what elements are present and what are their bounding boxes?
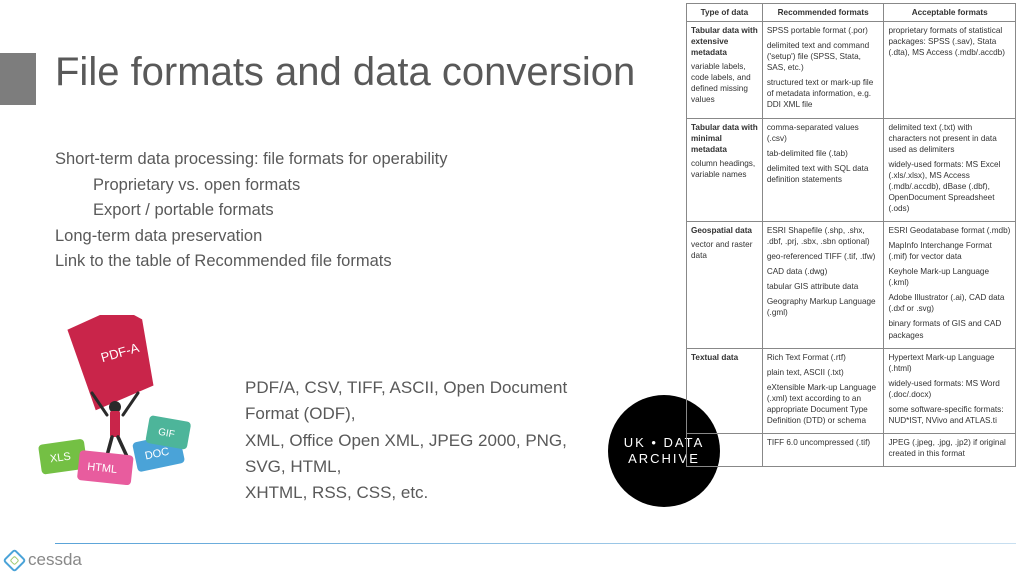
footer-divider [55, 543, 1016, 544]
body-line: Link to the table of Recommended file fo… [55, 249, 448, 275]
cessda-text: cessda [28, 550, 82, 570]
table-cell: ESRI Shapefile (.shp, .shx, .dbf, .prj, … [762, 222, 884, 349]
body-line: Short-term data processing: file formats… [55, 147, 448, 173]
table-cell: SPSS portable format (.por)delimited tex… [762, 22, 884, 118]
body-line: Export / portable formats [93, 198, 448, 224]
file-formats-illustration: PDF-A XLS HTML DOC GIF [30, 315, 230, 485]
table-cell: JPEG (.jpeg, .jpg, .jp2) if original cre… [884, 433, 1016, 466]
formats-line: XHTML, RSS, CSS, etc. [245, 480, 575, 506]
table-cell: delimited text (.txt) with characters no… [884, 118, 1016, 222]
formats-line: PDF/A, CSV, TIFF, ASCII, Open Document F… [245, 375, 575, 428]
table-cell: Hypertext Mark-up Language (.html)widely… [884, 348, 1016, 433]
table-cell: proprietary formats of statistical packa… [884, 22, 1016, 118]
cessda-icon [2, 548, 26, 572]
table-header: Recommended formats [762, 4, 884, 22]
formats-list: PDF/A, CSV, TIFF, ASCII, Open Document F… [245, 375, 575, 507]
cessda-logo: cessda [6, 550, 82, 570]
table-cell: ESRI Geodatabase format (.mdb)MapInfo In… [884, 222, 1016, 349]
table-rowhead: Tabular data with minimal metadatacolumn… [687, 118, 763, 222]
body-line: Proprietary vs. open formats [93, 173, 448, 199]
table-header: Acceptable formats [884, 4, 1016, 22]
formats-line: XML, Office Open XML, JPEG 2000, PNG, SV… [245, 428, 575, 481]
table-cell: Rich Text Format (.rtf)plain text, ASCII… [762, 348, 884, 433]
table-header: Type of data [687, 4, 763, 22]
body-line: Long-term data preservation [55, 224, 448, 250]
page-title: File formats and data conversion [55, 50, 635, 95]
table-rowhead [687, 433, 763, 466]
table-rowhead: Textual data [687, 348, 763, 433]
table-rowhead: Tabular data with extensive metadatavari… [687, 22, 763, 118]
body-text: Short-term data processing: file formats… [55, 147, 448, 275]
accent-bar [0, 53, 36, 105]
table-cell: comma-separated values (.csv)tab-delimit… [762, 118, 884, 222]
table-cell: TIFF 6.0 uncompressed (.tif) [762, 433, 884, 466]
formats-table: Type of data Recommended formats Accepta… [686, 3, 1016, 467]
table-rowhead: Geospatial datavector and raster data [687, 222, 763, 349]
